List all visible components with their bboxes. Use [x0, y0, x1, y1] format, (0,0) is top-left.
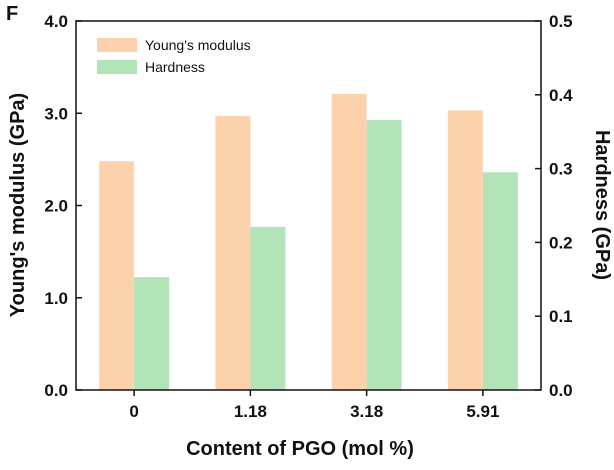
legend-label-youngs-modulus: Young's modulus: [145, 37, 251, 53]
legend-swatch-hardness: [97, 60, 137, 74]
y-right-tick-label: 0.2: [549, 233, 573, 252]
x-tick-label: 5.91: [466, 402, 499, 421]
bar-hardness-5-91: [482, 172, 518, 390]
y-right-tick-label: 0.0: [549, 381, 573, 400]
y-left-tick-label: 4.0: [44, 12, 68, 31]
y-right-tick-label: 0.4: [549, 86, 573, 105]
left-axis-ticks: 0.0 1.0 2.0 3.0 4.0: [44, 12, 82, 400]
legend-swatch-youngs-modulus: [97, 38, 137, 52]
bar-young-s-modulus-3-18: [331, 93, 367, 390]
bar-young-s-modulus-0: [99, 161, 135, 390]
y-left-axis-label: Young's modulus (GPa): [7, 93, 29, 317]
x-tick-label: 1.18: [234, 402, 267, 421]
x-tick-label: 3.18: [350, 402, 383, 421]
right-axis-ticks: 0.0 0.1 0.2 0.3 0.4 0.5: [535, 12, 573, 400]
y-right-tick-label: 0.1: [549, 307, 573, 326]
y-left-tick-label: 2.0: [44, 197, 68, 216]
legend: Young's modulus Hardness: [97, 37, 251, 75]
y-left-tick-label: 3.0: [44, 104, 68, 123]
bar-young-s-modulus-5-91: [447, 110, 483, 391]
bars-group: [99, 93, 518, 391]
y-right-tick-label: 0.3: [549, 160, 573, 179]
x-axis-label: Content of PGO (mol %): [186, 438, 414, 460]
bar-hardness-3-18: [366, 119, 402, 390]
y-right-axis-label: Hardness (GPa): [591, 130, 613, 280]
x-axis-ticks: 0 1.18 3.18 5.91: [129, 390, 499, 421]
bar-hardness-1-18: [250, 226, 286, 390]
bar-hardness-0: [134, 277, 170, 390]
watermark: 知识泥土六二三: [517, 451, 608, 467]
bar-young-s-modulus-1-18: [215, 116, 251, 390]
x-tick-label: 0: [129, 402, 138, 421]
y-left-tick-label: 1.0: [44, 289, 68, 308]
legend-label-hardness: Hardness: [145, 59, 205, 75]
y-left-tick-label: 0.0: [44, 381, 68, 400]
y-right-tick-label: 0.5: [549, 12, 573, 31]
panel-label: F: [6, 3, 18, 25]
